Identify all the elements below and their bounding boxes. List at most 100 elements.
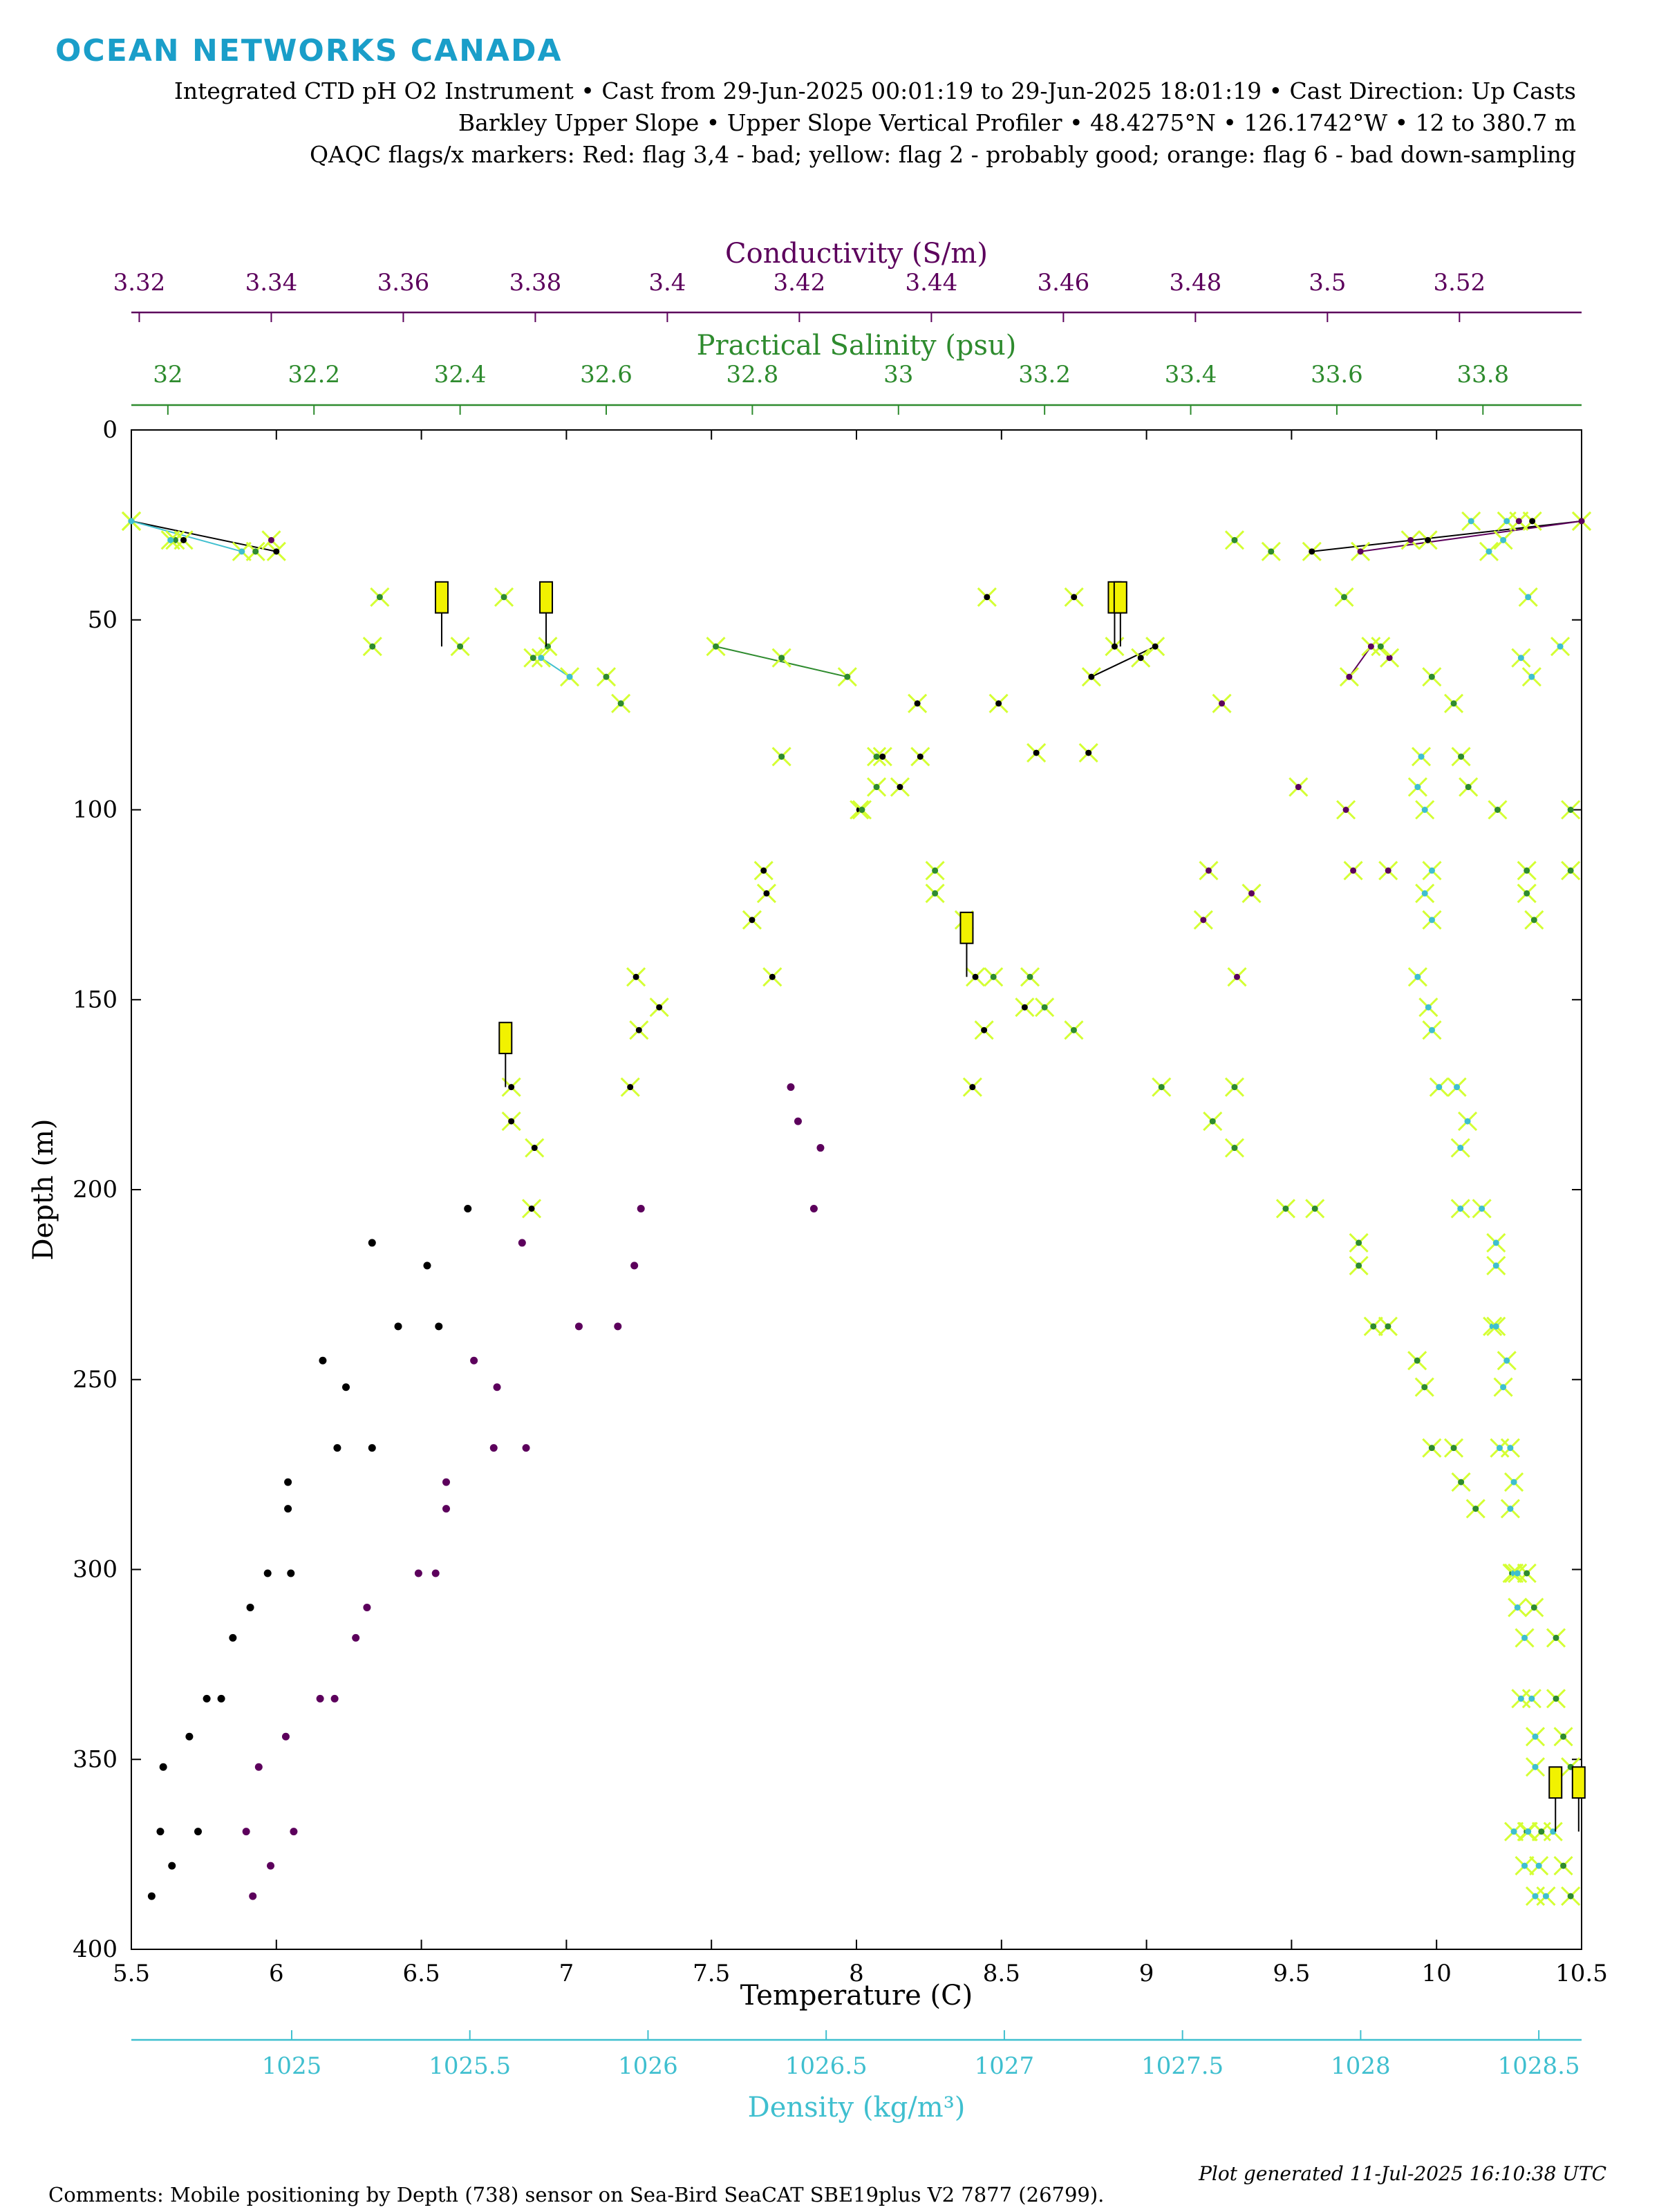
- conductivity-point: [1385, 867, 1391, 874]
- salinity-point: [1524, 890, 1530, 897]
- conductivity-point: [1357, 548, 1364, 555]
- salinity-segment: [715, 646, 848, 678]
- salinity-point: [1553, 1695, 1559, 1702]
- salinity-point: [1560, 1862, 1567, 1869]
- density-point: [1492, 1323, 1499, 1330]
- salinity-point: [1567, 867, 1574, 874]
- conductivity-point: [489, 1444, 498, 1452]
- density-point: [1414, 973, 1421, 980]
- conductivity-tick-label: 3.5: [1309, 269, 1346, 297]
- footer-comment: Comments: Mobile positioning by Depth (7…: [48, 2183, 1105, 2206]
- salinity-point: [1209, 1118, 1216, 1125]
- salinity-point: [1538, 1828, 1545, 1835]
- density-segment: [541, 657, 570, 678]
- density-tick-label: 1025: [262, 2052, 322, 2080]
- salinity-point: [1158, 1084, 1165, 1091]
- temperature-point: [273, 548, 280, 555]
- depth-tick-label: 50: [88, 606, 118, 634]
- density-point: [1557, 643, 1564, 650]
- density-point: [1532, 1893, 1539, 1900]
- density-point: [1528, 1695, 1535, 1702]
- temperature-tick-label: 8: [849, 1960, 864, 1987]
- salinity-point: [1377, 643, 1384, 650]
- temperature-point: [1021, 1004, 1028, 1011]
- density-point: [1510, 1828, 1517, 1835]
- temperature-point: [342, 1383, 350, 1391]
- density-point: [1535, 1862, 1542, 1869]
- temperature-point: [287, 1569, 295, 1577]
- temperature-point: [284, 1505, 292, 1513]
- temperature-tick-label: 6: [269, 1960, 284, 1987]
- depth-tick-label: 100: [73, 796, 118, 824]
- salinity-point: [1070, 1027, 1077, 1033]
- salinity-point: [1524, 867, 1530, 874]
- salinity-point: [1494, 807, 1501, 813]
- conductivity-point: [1386, 655, 1393, 662]
- temperature-point: [1425, 536, 1432, 543]
- density-point: [1485, 548, 1492, 555]
- density-point: [1479, 1205, 1485, 1212]
- salinity-tick-label: 32: [153, 361, 182, 388]
- conductivity-point: [809, 1204, 818, 1212]
- temperature-point: [656, 1004, 663, 1011]
- salinity-point: [778, 655, 785, 662]
- density-point: [128, 518, 135, 525]
- salinity-point: [603, 673, 610, 680]
- salinity-point: [1530, 917, 1537, 924]
- conductivity-point: [254, 1763, 263, 1771]
- conductivity-tick-label: 3.32: [113, 269, 166, 297]
- conductivity-point: [1200, 917, 1207, 924]
- temperature-point: [333, 1444, 341, 1452]
- density-point: [1532, 1763, 1539, 1770]
- salinity-tick-label: 32.8: [727, 361, 779, 388]
- density-point: [1503, 1357, 1510, 1364]
- temperature-point: [1088, 673, 1095, 680]
- temperature-tick-label: 10: [1422, 1960, 1452, 1987]
- temperature-point: [531, 1145, 538, 1152]
- depth-tick-label: 150: [73, 986, 118, 1013]
- conductivity-point: [1367, 643, 1374, 650]
- temperature-point: [284, 1478, 292, 1486]
- plot-frame: [131, 429, 1582, 1950]
- conductivity-point: [281, 1732, 290, 1741]
- depth-tick-label: 400: [73, 1936, 118, 1963]
- flag-box: [959, 911, 974, 944]
- density-point: [1500, 536, 1507, 543]
- density-tick-label: 1027: [975, 2052, 1035, 2080]
- density-point: [1525, 1828, 1532, 1835]
- salinity-tick-label: 32.4: [434, 361, 487, 388]
- density-point: [1528, 673, 1535, 680]
- temperature-point: [368, 1444, 376, 1452]
- salinity-tick-label: 33: [883, 361, 913, 388]
- density-point: [1514, 1604, 1521, 1611]
- conductivity-point: [330, 1694, 339, 1703]
- depth-axis-label: Depth (m): [28, 1118, 59, 1260]
- depth-tick-label: 300: [73, 1556, 118, 1584]
- density-tick-label: 1025.5: [429, 2052, 511, 2080]
- salinity-point: [252, 548, 259, 555]
- flag-box: [498, 1022, 513, 1055]
- header-instrument-line: Integrated CTD pH O2 Instrument • Cast f…: [174, 77, 1576, 104]
- density-point: [1464, 1118, 1471, 1125]
- salinity-point: [1385, 1323, 1391, 1330]
- salinity-point: [1414, 1357, 1421, 1364]
- temperature-point: [229, 1633, 237, 1642]
- conductivity-tick-label: 3.46: [1038, 269, 1090, 297]
- density-point: [1532, 1733, 1539, 1740]
- temperature-point: [917, 753, 924, 760]
- conductivity-point: [431, 1569, 440, 1577]
- salinity-point: [171, 536, 178, 543]
- salinity-point: [1458, 1479, 1465, 1485]
- temperature-point: [528, 1205, 535, 1212]
- temperature-point: [760, 867, 767, 874]
- conductivity-tick-label: 3.42: [774, 269, 826, 297]
- temperature-point: [508, 1118, 515, 1125]
- salinity-tick-label: 32.6: [580, 361, 632, 388]
- temperature-point: [423, 1262, 431, 1270]
- conductivity-point: [1248, 890, 1255, 897]
- conductivity-point: [470, 1356, 478, 1365]
- density-point: [1507, 1445, 1514, 1452]
- temperature-point: [1529, 518, 1536, 525]
- temperature-tick-label: 7: [559, 1960, 574, 1987]
- salinity-point: [1231, 1145, 1238, 1152]
